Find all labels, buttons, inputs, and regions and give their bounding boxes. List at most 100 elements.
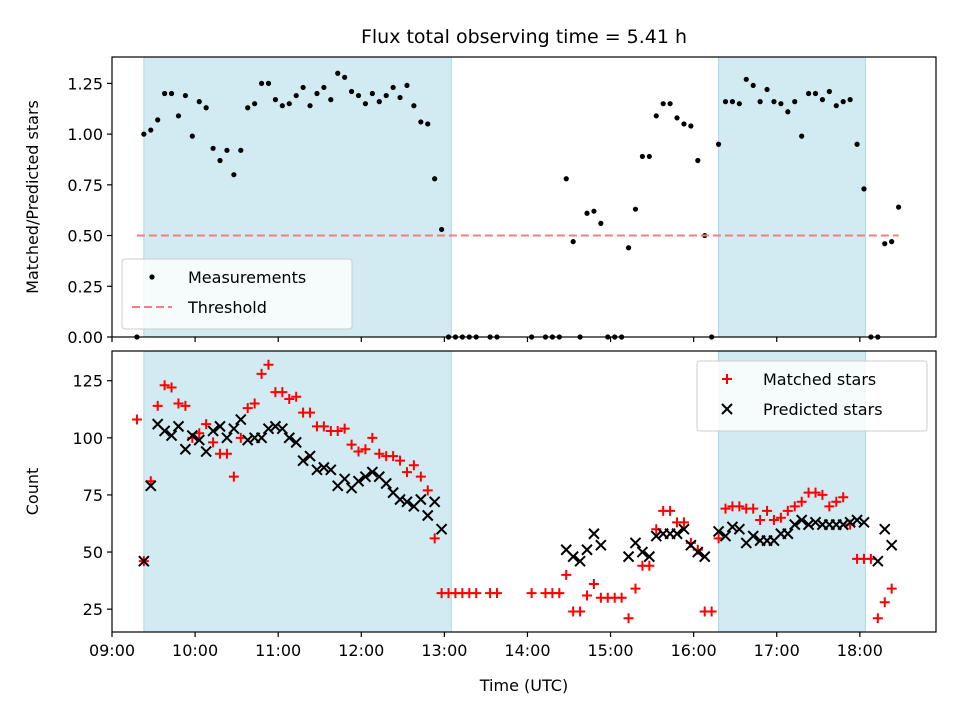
predicted-star-point	[359, 470, 372, 483]
matched-star-point	[339, 423, 350, 434]
chart-title: Flux total observing time = 5.41 h	[361, 26, 687, 48]
matched-star-point	[353, 446, 364, 457]
matched-star-point	[388, 451, 399, 462]
predicted-star-point	[158, 425, 171, 437]
predicted-star-point	[650, 530, 662, 542]
predicted-star-point	[255, 432, 268, 444]
measurement-point	[750, 82, 756, 89]
series-predicted-stars	[138, 413, 898, 567]
matched-star-point	[471, 588, 482, 599]
legend-label: Matched stars	[763, 370, 876, 389]
predicted-star-point	[394, 493, 406, 506]
measurement-point	[792, 99, 798, 105]
legend-predicted-swatch	[721, 403, 733, 415]
measurement-point	[764, 86, 770, 93]
measurement-point	[785, 109, 791, 115]
measurement-point	[404, 82, 410, 89]
matched-star-point	[401, 467, 412, 478]
measurement-point	[722, 99, 729, 105]
measurement-point	[819, 97, 826, 103]
matched-star-point	[789, 501, 800, 512]
predicted-star-point	[879, 523, 891, 535]
predicted-star-point	[297, 454, 309, 467]
measurement-point	[411, 103, 417, 109]
x-tick-label: 18:00	[837, 641, 883, 660]
predicted-star-point	[311, 464, 323, 476]
bottom-panel: 25 50 75 100 125 09:00 10:00 11:00 12:00 13:00 14:…	[23, 350, 937, 660]
measurement-point	[245, 105, 251, 111]
legend-label: Predicted stars	[763, 400, 883, 419]
measurement-point	[667, 101, 673, 107]
matched-star-point	[768, 515, 779, 526]
measurement-point	[348, 88, 355, 95]
predicted-star-point	[221, 432, 233, 444]
y-tick-label: 75	[83, 486, 103, 505]
measurement-point	[265, 80, 272, 86]
measurement-point	[729, 99, 736, 105]
matched-star-point	[415, 471, 426, 482]
predicted-star-point	[699, 550, 711, 563]
measurement-point	[252, 101, 258, 107]
matched-star-point	[755, 515, 766, 526]
measurement-point	[168, 90, 175, 97]
shaded-region-2	[718, 56, 866, 338]
predicted-star-point	[428, 496, 441, 508]
matched-star-point	[277, 387, 288, 398]
y-tick-label: 0.25	[67, 277, 103, 296]
predicted-star-point	[179, 443, 192, 455]
matched-star-point	[526, 588, 537, 599]
matched-star-point	[775, 512, 786, 523]
measurement-point	[383, 92, 389, 99]
x-axis-title: Time (UTC)	[479, 676, 568, 695]
matched-star-point	[886, 583, 897, 594]
matched-star-point	[810, 487, 821, 498]
predicted-star-point	[352, 475, 365, 487]
matched-star-point	[180, 400, 191, 411]
predicted-star-point	[574, 555, 586, 567]
predicted-star-point	[318, 461, 330, 474]
predicted-star-point	[643, 550, 656, 563]
y-tick-label: 0.00	[67, 328, 103, 347]
measurement-point	[805, 90, 812, 97]
measurement-point	[369, 90, 375, 97]
matched-star-point	[644, 560, 655, 571]
legend: Measurements Threshold	[121, 258, 353, 330]
predicted-star-point	[338, 473, 351, 485]
y-tick-label: 1.25	[67, 74, 103, 93]
predicted-star-point	[837, 518, 849, 531]
matched-star-point	[796, 496, 807, 507]
predicted-star-point	[692, 546, 704, 558]
predicted-star-point	[228, 422, 240, 435]
predicted-star-point	[747, 530, 759, 542]
measurement-point	[688, 123, 694, 129]
matched-star-point	[665, 505, 676, 516]
predicted-star-point	[726, 521, 739, 533]
predicted-star-point	[795, 514, 808, 526]
predicted-star-point	[595, 539, 607, 551]
measurement-point	[362, 101, 369, 107]
series-measurements	[134, 70, 902, 340]
matched-star-point	[305, 407, 316, 418]
predicted-star-point	[186, 429, 199, 442]
predicted-star-point	[401, 496, 413, 508]
measurement-point	[390, 84, 396, 91]
matched-star-point	[346, 439, 357, 450]
predicted-star-point	[671, 528, 683, 540]
predicted-star-point	[207, 425, 219, 437]
measurement-point	[625, 245, 632, 251]
matched-star-point	[734, 501, 745, 512]
measurement-point	[826, 88, 832, 95]
matched-star-point	[152, 400, 163, 411]
measurement-point	[141, 131, 147, 137]
matched-star-point	[630, 583, 641, 594]
predicted-star-point	[200, 445, 212, 458]
measurement-point	[674, 115, 680, 121]
predicted-star-point	[588, 528, 600, 540]
matched-star-point	[588, 579, 599, 590]
measurement-point	[743, 76, 749, 82]
predicted-star-point	[851, 514, 863, 526]
measurement-point	[570, 239, 576, 245]
measurement-point	[321, 84, 327, 91]
measurement-point	[196, 99, 202, 105]
